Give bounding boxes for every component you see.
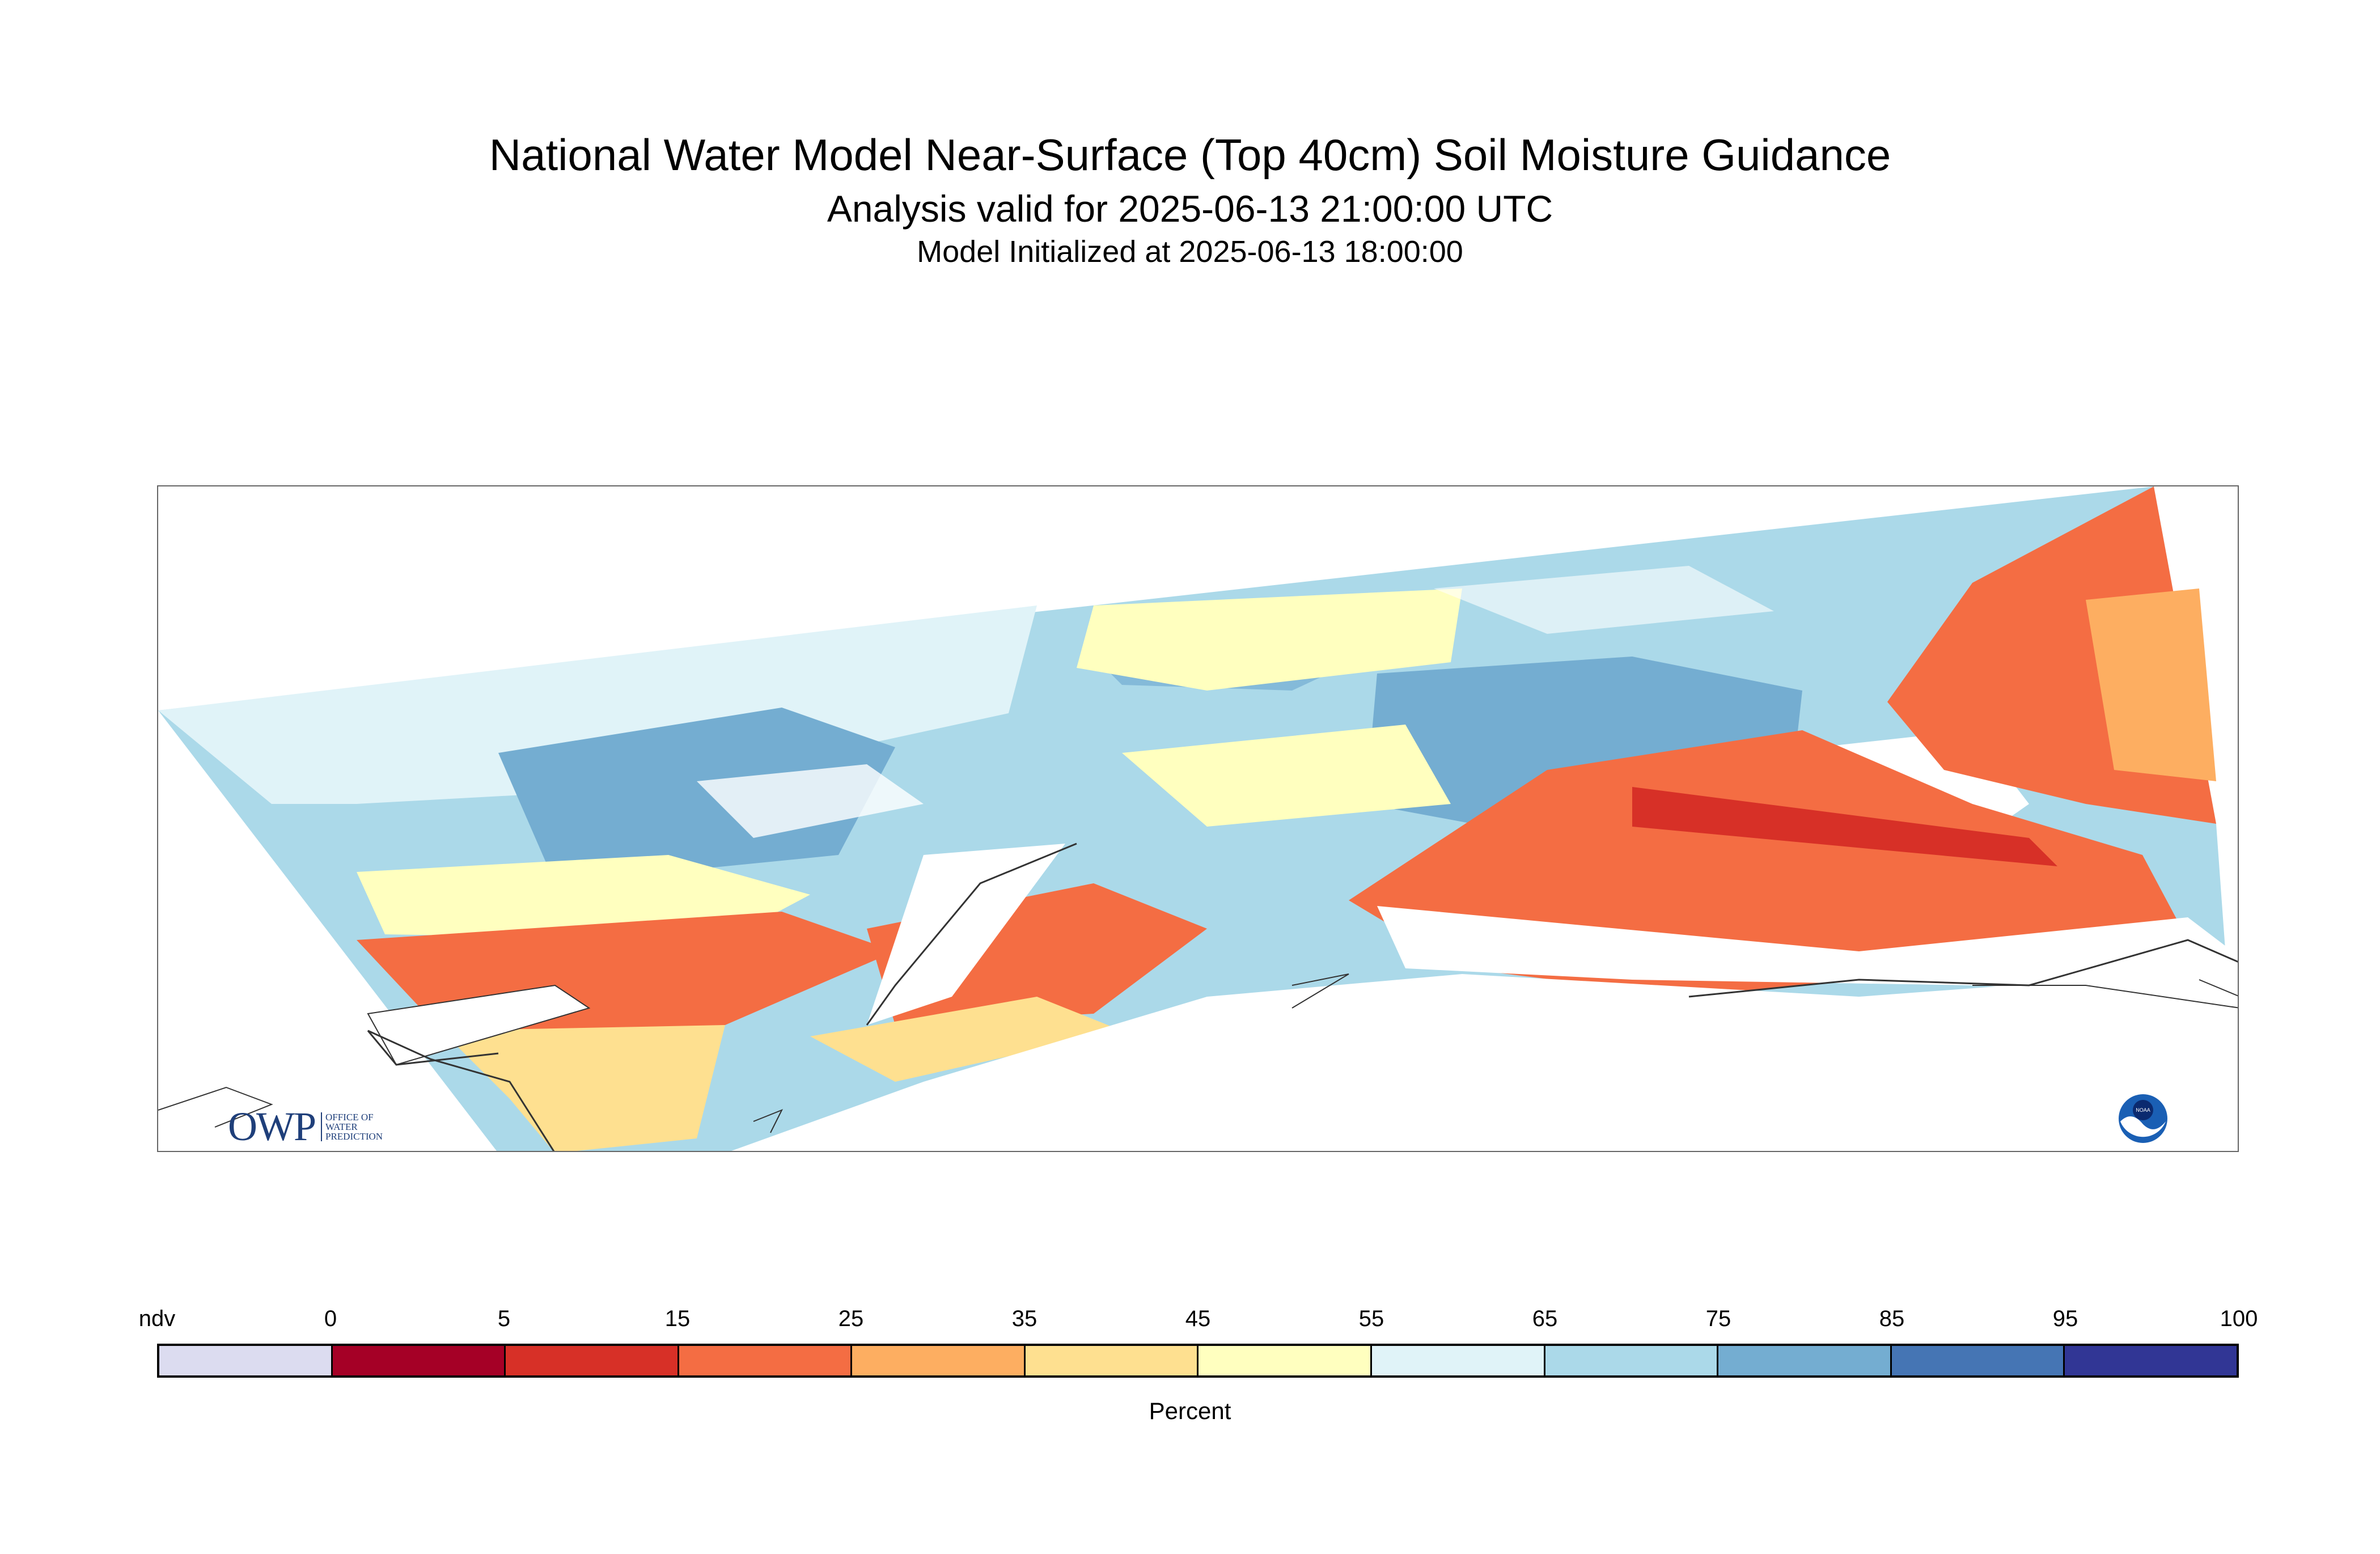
region-dry-patch-1	[1077, 588, 1462, 691]
legend-tick-label: ndv	[138, 1306, 176, 1331]
coastline	[158, 1086, 273, 1128]
legend-tick-label: 15	[664, 1306, 691, 1331]
legend-swatch	[852, 1346, 1026, 1375]
legend-swatch	[1718, 1346, 1892, 1375]
legend-swatch	[1372, 1346, 1545, 1375]
ocean-inlet	[867, 844, 1065, 1025]
legend-tick-label: 0	[324, 1306, 337, 1331]
legend-tick-label: 65	[1532, 1306, 1558, 1331]
legend-swatch	[2065, 1346, 2237, 1375]
legend-swatch	[506, 1346, 679, 1375]
noaa-logo: NOAA	[2119, 1094, 2167, 1143]
region-white-2	[1434, 566, 1774, 634]
ocean-bristol	[367, 984, 591, 1066]
legend-tick-label: 5	[497, 1306, 511, 1331]
legend-swatch	[1545, 1346, 1719, 1375]
soil-moisture-map	[158, 486, 2238, 1151]
legend-swatch	[1025, 1346, 1199, 1375]
model-init-time: Model Initialized at 2025-06-13 18:00:00	[917, 235, 1463, 269]
region-south-verydry	[1632, 787, 2057, 866]
legend-swatch	[1199, 1346, 1373, 1375]
legend-tick-label: 95	[2052, 1306, 2078, 1331]
owp-logo-letters: OWP	[228, 1103, 316, 1149]
coastline	[753, 1109, 784, 1133]
owp-logo: OWP OFFICE OF WATER PREDICTION	[228, 1104, 383, 1149]
legend-colorbar	[157, 1344, 2239, 1383]
legend-bar	[157, 1344, 2239, 1378]
region-sw-mixed	[442, 1025, 725, 1151]
owp-sub-line: PREDICTION	[325, 1130, 383, 1142]
owp-logo-subtitle: OFFICE OF WATER PREDICTION	[321, 1112, 383, 1141]
legend-title: Percent	[1149, 1398, 1231, 1424]
coastline	[2199, 979, 2238, 997]
region-white-1	[697, 764, 924, 838]
coastline	[866, 842, 1077, 1026]
legend-tick-label: 85	[1879, 1306, 1905, 1331]
legend-tick-label: 75	[1705, 1306, 1731, 1331]
coastline	[1972, 985, 2238, 1009]
legend-swatch	[679, 1346, 853, 1375]
legend-swatch	[159, 1346, 333, 1375]
owp-sub-line: OFFICE OF	[325, 1111, 374, 1123]
map-panel	[157, 485, 2239, 1152]
legend-tick-label: 35	[1011, 1306, 1037, 1331]
legend-swatch	[332, 1346, 506, 1375]
region-interior-wet	[498, 708, 895, 883]
map-title: National Water Model Near-Surface (Top 4…	[489, 130, 1891, 180]
region-peninsula-south	[810, 997, 1122, 1082]
legend-tick-label: 55	[1358, 1306, 1384, 1331]
ocean-gulf	[731, 968, 2238, 1151]
owp-sub-line: WATER	[325, 1121, 358, 1132]
region-east-moderate	[2086, 588, 2216, 781]
legend-tick-label: 45	[1185, 1306, 1211, 1331]
map-subtitle: Analysis valid for 2025-06-13 21:00:00 U…	[827, 188, 1553, 230]
legend-tick-label: 100	[2220, 1306, 2258, 1331]
region-dry-patch-3	[1122, 725, 1451, 827]
noaa-logo-text: NOAA	[2136, 1107, 2150, 1113]
legend-tick-label: 25	[838, 1306, 864, 1331]
coastline	[1291, 973, 1349, 1009]
coastline	[367, 1030, 555, 1151]
legend-swatch	[1891, 1346, 2065, 1375]
region-coastal-white	[1377, 906, 2238, 997]
